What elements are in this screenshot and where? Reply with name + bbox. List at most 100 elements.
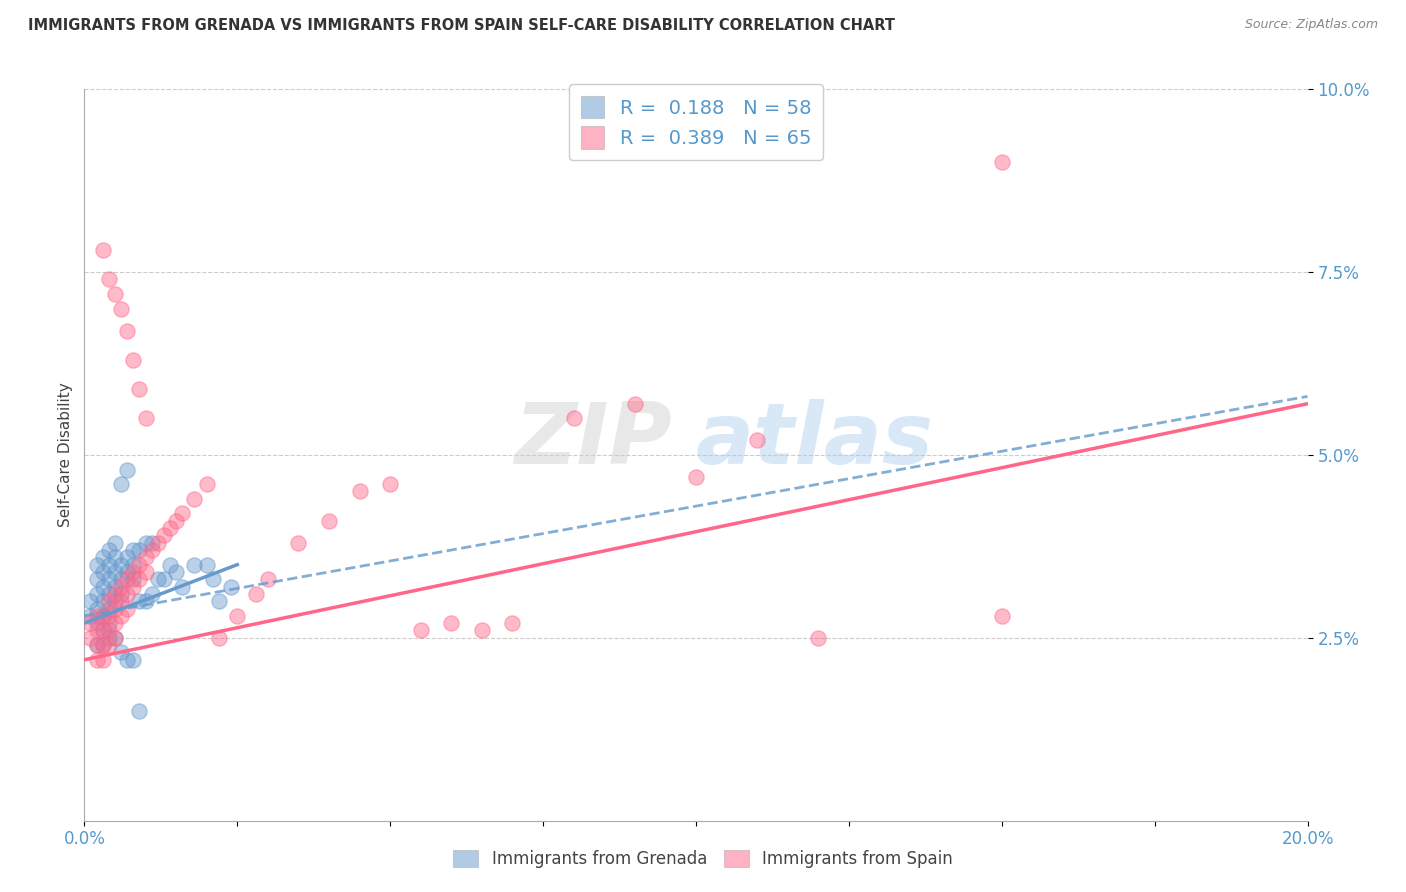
Point <box>287 535 309 549</box>
Point <box>165 514 187 528</box>
Point <box>104 601 127 615</box>
Point <box>110 572 132 586</box>
Legend: R =  0.188   N = 58, R =  0.389   N = 65: R = 0.188 N = 58, R = 0.389 N = 65 <box>569 84 823 161</box>
Legend: Immigrants from Grenada, Immigrants from Spain: Immigrants from Grenada, Immigrants from… <box>447 843 959 875</box>
Point <box>153 528 176 542</box>
Point <box>91 608 114 623</box>
Point <box>122 352 145 367</box>
Point <box>104 631 127 645</box>
Point <box>97 558 120 572</box>
Point <box>110 587 132 601</box>
Point <box>86 638 108 652</box>
Text: ZIP: ZIP <box>513 399 672 482</box>
Point <box>122 580 145 594</box>
Point <box>562 411 585 425</box>
Point <box>183 491 205 506</box>
Point <box>141 535 163 549</box>
Point <box>153 572 176 586</box>
Point <box>349 484 371 499</box>
Point <box>226 608 249 623</box>
Point <box>91 243 114 257</box>
Point <box>115 324 138 338</box>
Point <box>685 470 707 484</box>
Point <box>97 608 120 623</box>
Point <box>195 558 218 572</box>
Point <box>172 580 194 594</box>
Text: IMMIGRANTS FROM GRENADA VS IMMIGRANTS FROM SPAIN SELF-CARE DISABILITY CORRELATIO: IMMIGRANTS FROM GRENADA VS IMMIGRANTS FR… <box>28 18 896 33</box>
Point <box>219 580 242 594</box>
Point <box>104 287 127 301</box>
Point <box>110 608 132 623</box>
Point <box>91 653 114 667</box>
Point <box>86 601 108 615</box>
Point <box>91 638 114 652</box>
Y-axis label: Self-Care Disability: Self-Care Disability <box>58 383 73 527</box>
Point <box>110 558 132 572</box>
Point <box>122 565 145 579</box>
Point <box>165 565 187 579</box>
Point <box>747 434 769 448</box>
Point <box>122 572 145 586</box>
Point <box>86 653 108 667</box>
Point <box>122 653 145 667</box>
Point <box>97 601 120 615</box>
Point <box>146 572 169 586</box>
Point <box>318 514 340 528</box>
Point <box>409 624 432 638</box>
Point <box>135 411 157 425</box>
Point <box>195 477 218 491</box>
Point <box>91 624 114 638</box>
Point <box>128 704 150 718</box>
Point <box>128 543 150 558</box>
Point <box>104 616 127 631</box>
Point <box>208 631 231 645</box>
Point <box>128 558 150 572</box>
Point <box>91 550 114 565</box>
Point <box>110 580 132 594</box>
Point <box>97 631 120 645</box>
Point <box>128 594 150 608</box>
Point <box>104 631 127 645</box>
Point <box>91 624 114 638</box>
Point <box>991 155 1014 169</box>
Point <box>86 608 108 623</box>
Point <box>245 587 267 601</box>
Point <box>380 477 402 491</box>
Point <box>110 477 132 491</box>
Point <box>440 616 463 631</box>
Point <box>110 594 132 608</box>
Point <box>115 565 138 579</box>
Point <box>135 550 157 565</box>
Point <box>172 507 194 521</box>
Point <box>624 397 647 411</box>
Point <box>91 580 114 594</box>
Point <box>91 565 114 579</box>
Point <box>471 624 494 638</box>
Point <box>86 616 108 631</box>
Point <box>115 587 138 601</box>
Point <box>104 587 127 601</box>
Point <box>122 543 145 558</box>
Point <box>183 558 205 572</box>
Point <box>135 565 157 579</box>
Point <box>141 543 163 558</box>
Point <box>86 624 108 638</box>
Point <box>115 653 138 667</box>
Point <box>115 601 138 615</box>
Point <box>135 535 157 549</box>
Point <box>128 382 150 396</box>
Point <box>97 543 120 558</box>
Point <box>97 638 120 652</box>
Point <box>115 572 138 586</box>
Point <box>91 638 114 652</box>
Point <box>122 558 145 572</box>
Point <box>79 616 101 631</box>
Point <box>104 565 127 579</box>
Point <box>97 587 120 601</box>
Point <box>104 550 127 565</box>
Point <box>97 616 120 631</box>
Point <box>257 572 280 586</box>
Text: atlas: atlas <box>696 399 934 482</box>
Point <box>104 580 127 594</box>
Point <box>135 594 157 608</box>
